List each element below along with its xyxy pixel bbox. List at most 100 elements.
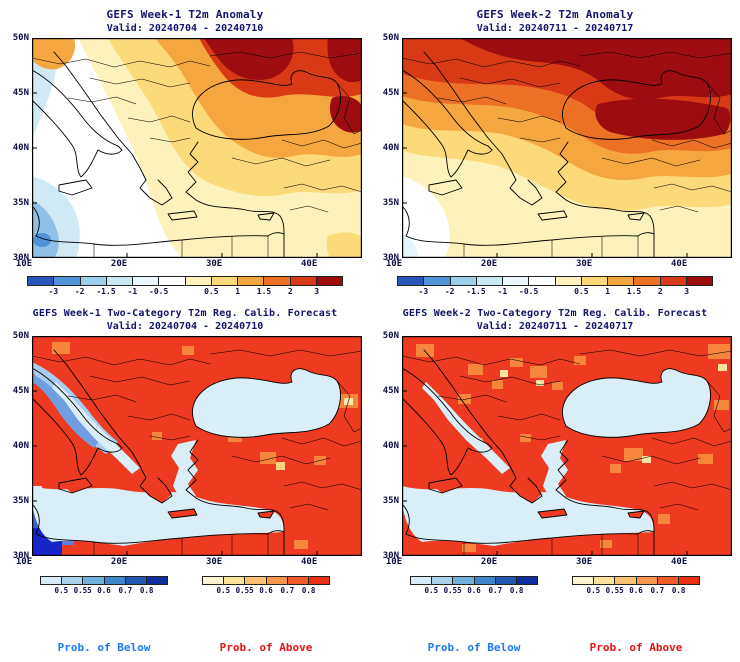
anomaly-map-week1 [32,38,362,258]
colorbar-tick-label: 0.8 [139,586,154,595]
colorbar-segment [634,277,661,285]
prob-above-legend: Prob. of Above [589,641,683,654]
colorbar-segment [146,577,168,584]
colorbar-tick-label: 0.5 [586,586,601,595]
colorbar-segment [581,277,608,285]
colorbar-segment [495,577,517,584]
colorbar-tick-label: 1.5 [256,287,272,296]
map-week2-probability [402,336,732,556]
lon-tick-label: 30E [205,259,223,269]
probability-map-week1 [32,336,362,556]
lon-axis: 10E 20E 30E 40E [16,258,354,270]
colorbar-tick-label: -3 [48,287,59,296]
lon-tick-label: 30E [575,557,593,567]
colorbar-segment [398,277,425,285]
colorbar-segment [608,277,635,285]
panel-week1-anomaly: GEFS Week-1 T2m Anomaly Valid: 20240704 … [0,0,370,300]
lon-tick-label: 10E [385,557,403,567]
panel-title: GEFS Week-2 T2m Anomaly [476,8,634,21]
colorbar-segment [266,577,288,584]
panel-valid-range: Valid: 20240704 - 20240710 [106,23,264,34]
panel-week1-probability: GEFS Week-1 Two-Category T2m Reg. Calib.… [0,300,370,662]
panel-title: GEFS Week-1 Two-Category T2m Reg. Calib.… [32,308,338,319]
probability-colorbars: 0.5 0.55 0.6 0.7 0.8 0.5 0.55 0.6 0.7 0.8 [410,576,700,596]
panel-title: GEFS Week-2 Two-Category T2m Reg. Calib.… [402,308,708,319]
legend-row: Prob. of Below Prob. of Above [40,641,330,654]
colorbar-segment [529,277,556,285]
colorbar-segment [503,277,530,285]
lon-tick-label: 10E [15,557,33,567]
probability-map-week2 [402,336,732,556]
lon-tick-label: 40E [670,557,688,567]
lat-tick-label: 35N [382,496,399,506]
colorbar-tick-label: 1.5 [626,287,642,296]
colorbar-segment [54,277,81,285]
panel-valid-range: Valid: 20240711 - 20240717 [476,23,634,34]
lon-axis: 10E 20E 30E 40E [386,258,724,270]
colorbar-tick-label: 2 [287,287,293,296]
lat-axis: 50N 45N 40N 35N 30N [378,33,402,263]
map-week2-anomaly [402,38,732,258]
prob-below-colorbar: 0.5 0.55 0.6 0.7 0.8 [410,576,538,596]
colorbar-segment [185,277,212,285]
colorbar-segment [104,577,126,584]
colorbar-segment [424,277,451,285]
colorbar-tick-label: 1 [235,287,241,296]
colorbar-tick-label: 2 [657,287,663,296]
colorbar-tick-labels: -3 -2 -1.5 -1 -0.5 0.5 1 1.5 2 3 [397,287,713,297]
panel-week2-probability: GEFS Week-2 Two-Category T2m Reg. Calib.… [370,300,740,662]
colorbar-tick-label: 0.5 [54,586,69,595]
colorbar-segments [410,576,538,585]
colorbar-tick-label: 0.8 [301,586,316,595]
colorbar-tick-label: 0.7 [650,586,665,595]
lat-tick-label: 30N [12,551,29,561]
lat-tick-label: 35N [12,496,29,506]
map-row: 50N 45N 40N 35N 30N [378,33,732,263]
prob-below-legend: Prob. of Below [427,641,521,654]
colorbar-tick-label: -1 [127,287,138,296]
lat-tick-label: 50N [12,33,29,43]
colorbar-segment [316,277,342,285]
colorbar-segment [133,277,160,285]
prob-above-colorbar: 0.5 0.55 0.6 0.7 0.8 [572,576,700,596]
lat-tick-label: 50N [382,33,399,43]
colorbar-segment [287,577,309,584]
prob-below-colorbar: 0.5 0.55 0.6 0.7 0.8 [40,576,168,596]
lat-tick-label: 45N [382,386,399,396]
colorbar-segment [41,577,63,584]
anomaly-map-week2 [402,38,732,258]
anomaly-colorbar: -3 -2 -1.5 -1 -0.5 0.5 1 1.5 2 3 [397,276,713,297]
lon-tick-label: 20E [480,557,498,567]
colorbar-segment [224,577,246,584]
colorbar-segment [450,277,477,285]
colorbar-tick-label: 0.55 [605,586,624,595]
panel-week2-anomaly: GEFS Week-2 T2m Anomaly Valid: 20240711 … [370,0,740,300]
lon-tick-label: 40E [300,557,318,567]
colorbar-segment [615,577,637,584]
colorbar-tick-label: -1 [497,287,508,296]
lon-tick-label: 30E [575,259,593,269]
lat-tick-label: 45N [12,386,29,396]
map-week1-probability [32,336,362,556]
map-row: 50N 45N 40N 35N 30N [8,331,362,561]
map-week1-anomaly [32,38,362,258]
colorbar-segments [40,576,168,585]
lon-tick-label: 10E [15,259,33,269]
colorbar-tick-label: -2 [74,287,85,296]
colorbar-segment [211,277,238,285]
colorbar-tick-label: 0.55 [235,586,254,595]
colorbar-segment [159,277,186,285]
colorbar-tick-label: 0.5 [216,586,231,595]
panel-valid-range: Valid: 20240711 - 20240717 [476,321,634,332]
colorbar-tick-labels: 0.5 0.55 0.6 0.7 0.8 [40,586,168,596]
colorbar-segments [27,276,343,286]
colorbar-segment [660,277,687,285]
colorbar-tick-label: -2 [444,287,455,296]
colorbar-segment [573,577,595,584]
colorbar-tick-label: 3 [314,287,320,296]
colorbar-tick-label: 3 [684,287,690,296]
lat-tick-label: 45N [382,88,399,98]
lat-tick-label: 30N [12,253,29,263]
colorbar-tick-label: 0.5 [424,586,439,595]
colorbar-segment [432,577,454,584]
